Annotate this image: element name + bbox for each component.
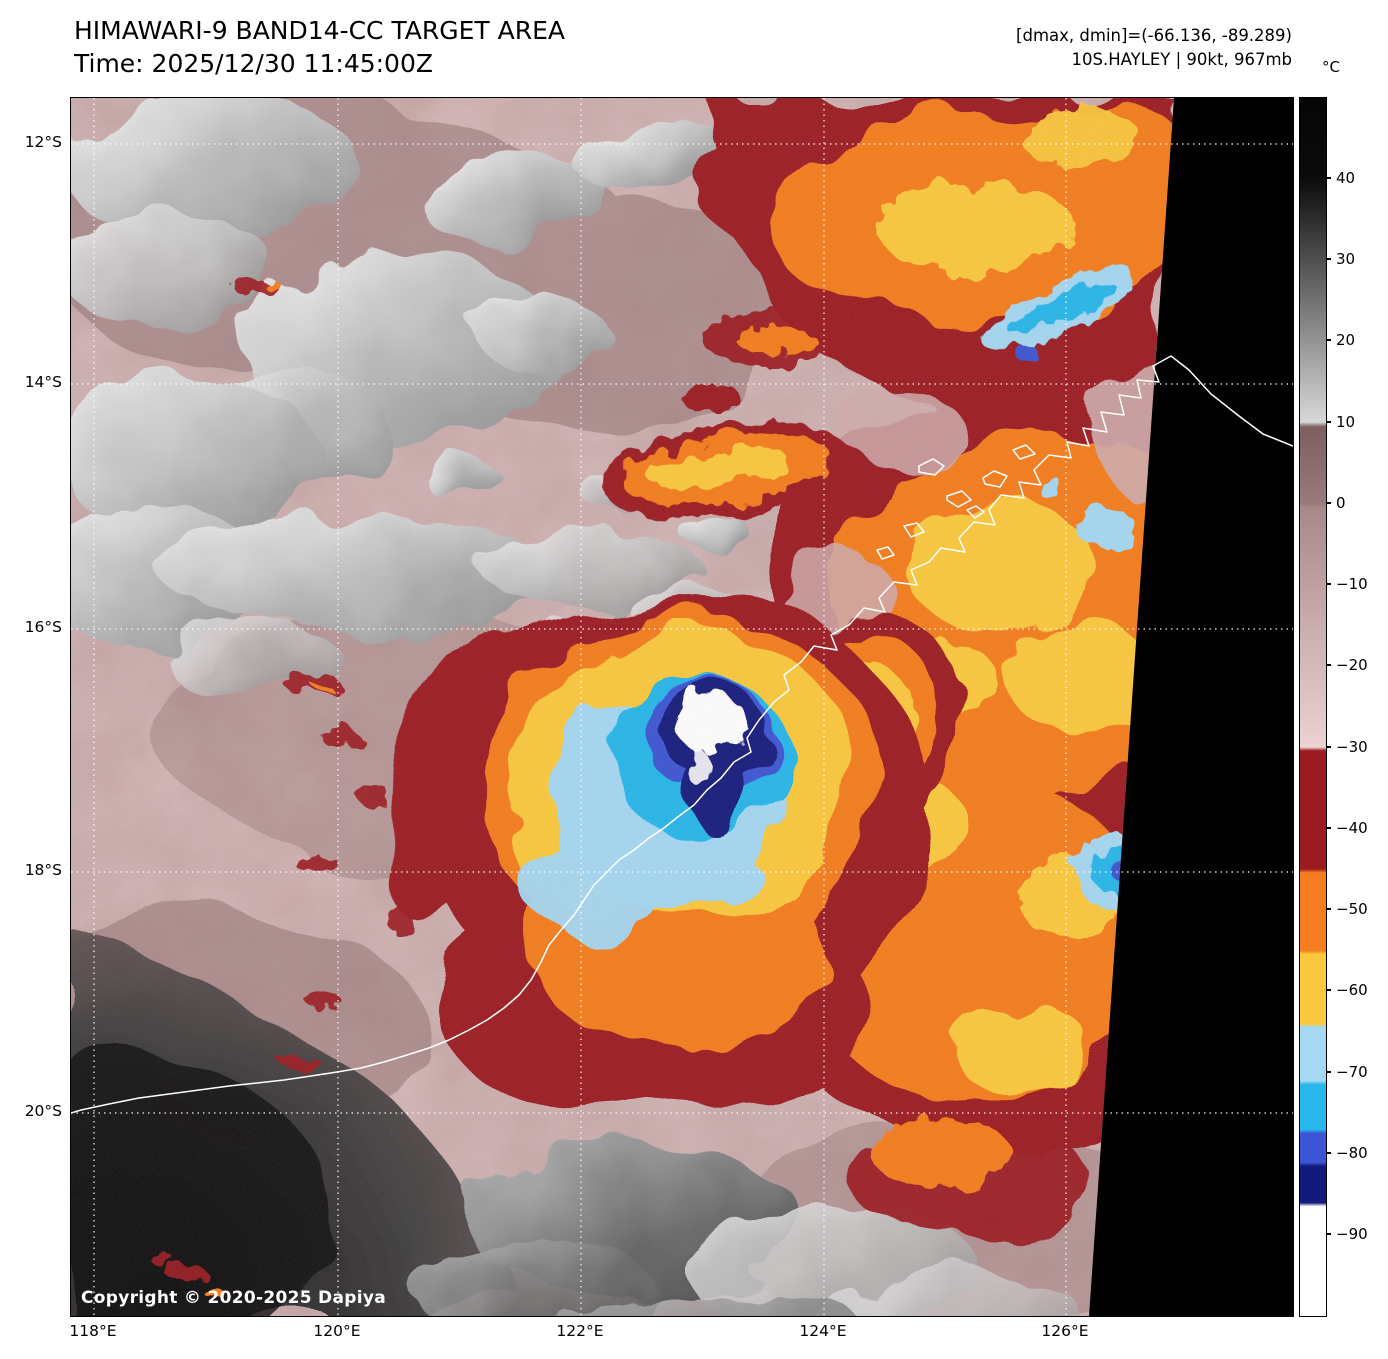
tick-label: 20: [1336, 331, 1356, 350]
colorbar-tick: −90: [1326, 1225, 1368, 1243]
lat-label-16s: 16°S: [24, 618, 62, 636]
tick-label: −40: [1336, 818, 1368, 837]
colorbar-tick: 40: [1326, 169, 1355, 187]
gridlines: [71, 98, 1293, 1316]
tick-label: 0: [1336, 493, 1346, 512]
colorbar-tick: 30: [1326, 250, 1355, 268]
tick-label: −70: [1336, 1062, 1368, 1081]
page-title: HIMAWARI-9 BAND14-CC TARGET AREA: [74, 16, 566, 45]
coastline: [71, 355, 1293, 1114]
tick-label: 30: [1336, 250, 1356, 269]
lat-label-12s: 12°S: [24, 133, 62, 151]
tick-label: −20: [1336, 656, 1368, 675]
colorbar-tick: −40: [1326, 819, 1368, 837]
colorbar-unit-label: °C: [1322, 58, 1340, 76]
colorbar-tick: −60: [1326, 981, 1368, 999]
tick-label: −90: [1336, 1224, 1368, 1243]
colorbar-gradient: [1300, 98, 1326, 1316]
map-area: Copyright © 2020-2025 Dapiya: [70, 97, 1294, 1317]
tick-label: 10: [1336, 412, 1356, 431]
lon-label-118e: 118°E: [69, 1322, 117, 1340]
storm-annotation: 10S.HAYLEY | 90kt, 967mb: [1071, 49, 1292, 69]
tick-label: −10: [1336, 575, 1368, 594]
lat-label-18s: 18°S: [24, 861, 62, 879]
colorbar-tick: −10: [1326, 575, 1368, 593]
lon-label-126e: 126°E: [1041, 1322, 1089, 1340]
lon-label-120e: 120°E: [313, 1322, 361, 1340]
colorbar-tick: −50: [1326, 900, 1368, 918]
tick-label: 40: [1336, 169, 1356, 187]
colorbar-tick: −30: [1326, 738, 1368, 756]
colorbar: [1299, 97, 1327, 1317]
header-right: [dmax, dmin]=(-66.136, -89.289) 10S.HAYL…: [1016, 24, 1292, 72]
colorbar-tick: −80: [1326, 1144, 1368, 1162]
colorbar-ticks: 40 30 20 10 0 −10 −20 −30 −40 −50 −60 −70 −80 −90: [1326, 97, 1388, 1315]
lat-label-20s: 20°S: [24, 1102, 62, 1120]
dmax-dmin-annotation: [dmax, dmin]=(-66.136, -89.289): [1016, 26, 1292, 45]
copyright-watermark: Copyright © 2020-2025 Dapiya: [81, 1288, 386, 1308]
lon-label-122e: 122°E: [556, 1322, 604, 1340]
colorbar-tick: −20: [1326, 656, 1368, 674]
colorbar-tick: 20: [1326, 331, 1355, 349]
colorbar-tick: 10: [1326, 413, 1355, 431]
tick-label: −30: [1336, 737, 1368, 756]
header-left: HIMAWARI-9 BAND14-CC TARGET AREA Time: 2…: [74, 14, 565, 80]
lon-label-124e: 124°E: [799, 1322, 847, 1340]
off-target-space: [1089, 98, 1293, 1316]
tick-label: −60: [1336, 981, 1368, 1000]
timestamp: Time: 2025/12/30 11:45:00Z: [74, 49, 433, 78]
tick-label: −50: [1336, 900, 1368, 919]
colorbar-tick: −70: [1326, 1063, 1368, 1081]
lat-label-14s: 14°S: [24, 373, 62, 391]
satellite-image: [71, 98, 1293, 1316]
colorbar-tick: 0: [1326, 494, 1346, 512]
tick-label: −80: [1336, 1143, 1368, 1162]
